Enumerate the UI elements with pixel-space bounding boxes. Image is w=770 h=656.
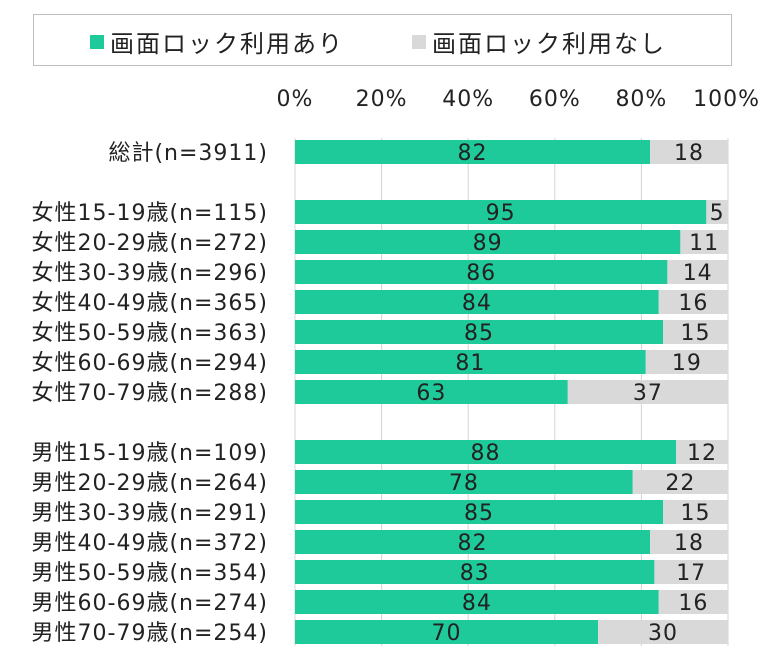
legend-swatch-series-1 (90, 34, 104, 49)
data-label-series-2: 19 (672, 351, 702, 376)
data-label-series-1: 82 (458, 531, 488, 556)
data-label-series-1: 89 (473, 231, 503, 256)
data-label-series-2: 15 (681, 321, 711, 346)
data-label-series-2: 22 (665, 471, 695, 496)
data-label-series-1: 70 (432, 621, 462, 646)
bar-segment-series-1 (295, 590, 659, 614)
category-label: 女性60-69歳(n=294) (32, 351, 268, 376)
data-label-series-2: 37 (633, 381, 663, 406)
category-label: 男性40-49歳(n=372) (32, 531, 268, 556)
category-label: 女性20-29歳(n=272) (32, 231, 268, 256)
bar-segment-series-2 (567, 380, 728, 404)
data-label-series-2: 12 (687, 441, 717, 466)
data-label-series-2: 16 (678, 291, 708, 316)
bar-segment-series-1 (295, 350, 646, 374)
x-tick-label: 0% (277, 87, 314, 112)
bar-segment-series-2 (658, 290, 728, 314)
category-label: 女性30-39歳(n=296) (32, 261, 268, 286)
bar-segment-series-2 (650, 530, 728, 554)
bar-segment-series-2 (654, 560, 728, 584)
x-axis-ticks: 0% 20% 40% 60% 80% 100% (277, 87, 760, 112)
category-label: 男性50-59歳(n=354) (32, 561, 268, 586)
bar-segment-series-2 (680, 230, 728, 254)
data-label-series-2: 18 (674, 531, 704, 556)
category-label: 女性40-49歳(n=365) (32, 291, 268, 316)
bar-segment-series-1 (295, 530, 651, 554)
data-label-series-1: 86 (466, 261, 496, 286)
bar-segment-series-1 (295, 230, 681, 254)
bar-segment-series-2 (663, 320, 728, 344)
x-tick-label: 20% (356, 87, 408, 112)
category-label: 男性15-19歳(n=109) (32, 441, 268, 466)
data-label-series-2: 5 (710, 201, 725, 226)
bar-segment-series-2 (663, 500, 728, 524)
category-label: 総計(n=3911) (108, 141, 268, 166)
bar-segment-series-1 (295, 260, 668, 284)
legend-swatch-series-2 (412, 34, 426, 49)
category-label: 女性50-59歳(n=363) (32, 321, 268, 346)
bar-segment-series-1 (295, 470, 633, 494)
x-tick-label: 60% (529, 87, 581, 112)
x-tick-label: 40% (442, 87, 494, 112)
category-label: 男性60-69歳(n=274) (32, 591, 268, 616)
bar-segment-series-1 (295, 500, 664, 524)
bar-segment-series-1 (295, 440, 677, 464)
data-label-series-1: 84 (462, 591, 492, 616)
bar-segment-series-2 (632, 470, 728, 494)
data-label-series-1: 88 (471, 441, 501, 466)
data-label-series-1: 85 (464, 321, 494, 346)
category-label: 男性70-79歳(n=254) (32, 621, 268, 646)
data-label-series-1: 84 (462, 291, 492, 316)
legend: 画面ロック利用あり 画面ロック利用なし (33, 14, 732, 66)
legend-label-series-1: 画面ロック利用あり (110, 30, 344, 58)
bar-segment-series-1 (295, 620, 599, 644)
bar-segment-series-2 (658, 590, 728, 614)
bar-segment-series-1 (295, 200, 707, 224)
data-label-series-1: 81 (455, 351, 485, 376)
legend-item-series-1: 画面ロック利用あり (90, 24, 344, 59)
bar-segment-series-2 (667, 260, 728, 284)
data-label-series-2: 30 (648, 621, 678, 646)
bar-segment-series-2 (676, 440, 728, 464)
bar-segment-series-1 (295, 320, 664, 344)
bar-segment-series-2 (706, 200, 728, 224)
bar-segment-series-1 (295, 290, 659, 314)
x-tick-label: 100% (693, 87, 760, 112)
category-labels: 総計(n=3911) 女性15-19歳(n=115) 女性20-29歳(n=272)… (32, 141, 268, 646)
bars: 82 18 95 5 89 11 86 14 84 16 85 15 81 19 63 37 88 12 78 22 8… (295, 140, 728, 646)
bar-segment-series-2 (645, 350, 728, 374)
data-label-series-2: 14 (683, 261, 713, 286)
data-label-series-2: 11 (689, 231, 719, 256)
data-label-series-1: 95 (486, 201, 516, 226)
data-label-series-1: 83 (460, 561, 490, 586)
data-label-series-2: 18 (674, 141, 704, 166)
bar-segment-series-2 (650, 140, 728, 164)
bar-segment-series-1 (295, 140, 651, 164)
category-label: 男性30-39歳(n=291) (32, 501, 268, 526)
legend-label-series-2: 画面ロック利用なし (432, 30, 666, 58)
data-label-series-2: 17 (676, 561, 706, 586)
data-label-series-1: 82 (458, 141, 488, 166)
bar-segment-series-1 (295, 380, 568, 404)
category-label: 男性20-29歳(n=264) (32, 471, 268, 496)
legend-item-series-2: 画面ロック利用なし (412, 24, 666, 59)
data-label-series-2: 15 (681, 501, 711, 526)
x-tick-label: 80% (615, 87, 667, 112)
data-label-series-2: 16 (678, 591, 708, 616)
data-label-series-1: 85 (464, 501, 494, 526)
bar-segment-series-1 (295, 560, 655, 584)
data-label-series-1: 78 (449, 471, 479, 496)
bar-segment-series-2 (598, 620, 728, 644)
category-label: 女性15-19歳(n=115) (32, 201, 268, 226)
data-label-series-1: 63 (416, 381, 446, 406)
category-label: 女性70-79歳(n=288) (32, 381, 268, 406)
